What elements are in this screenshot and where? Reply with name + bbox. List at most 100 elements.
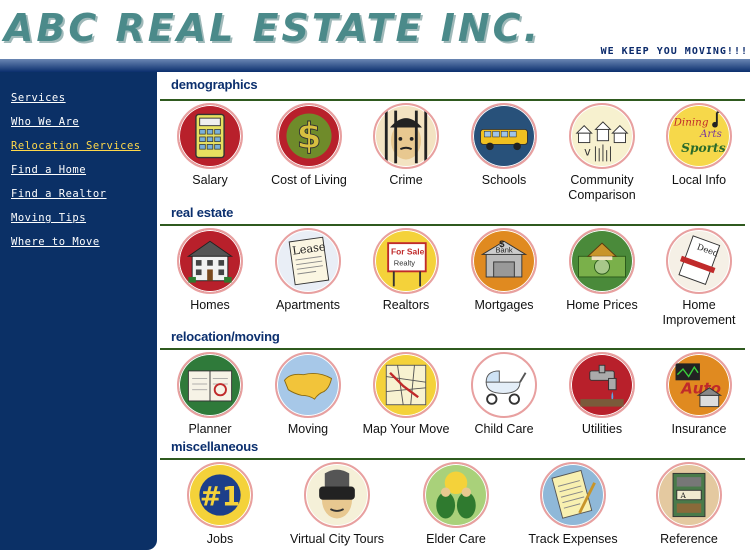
link-reference[interactable]: A Reference bbox=[640, 462, 738, 547]
for-sale-sign-icon: For Sale Realty bbox=[373, 228, 439, 294]
street-map-icon bbox=[373, 352, 439, 418]
link-child-care[interactable]: Child Care bbox=[455, 352, 553, 437]
sidebar-link-who-we-are[interactable]: Who We Are bbox=[11, 116, 80, 128]
arts-sports-icon: Dining Arts Sports bbox=[666, 103, 732, 169]
link-crime[interactable]: Crime bbox=[357, 103, 455, 188]
item-label: Insurance bbox=[671, 422, 727, 436]
link-utilities[interactable]: Utilities bbox=[553, 352, 651, 437]
house-icon bbox=[177, 228, 243, 294]
item-label: Utilities bbox=[581, 422, 623, 436]
item-label: Cost of Living bbox=[271, 173, 347, 187]
sidebar-item-find-a-realtor: Find a Realtor bbox=[0, 182, 157, 206]
sidebar-item-relocation-services: Relocation Services bbox=[0, 134, 157, 158]
link-track-expenses[interactable]: Track Expenses bbox=[524, 462, 622, 547]
sidebar-link-moving-tips[interactable]: Moving Tips bbox=[11, 212, 87, 224]
svg-text:Sports: Sports bbox=[681, 141, 726, 155]
item-label: Schools bbox=[481, 173, 527, 187]
svg-text:Bank: Bank bbox=[496, 246, 513, 255]
sidebar: Services Who We Are Relocation Services … bbox=[0, 72, 157, 550]
section-divider bbox=[160, 458, 745, 460]
svg-text:A: A bbox=[680, 491, 687, 500]
section-title-relocation-moving: relocation/moving bbox=[171, 329, 280, 344]
lease-icon: Lease bbox=[275, 228, 341, 294]
link-community-comparison[interactable]: v Community Comparison bbox=[553, 103, 651, 203]
item-label: Mortgages bbox=[474, 298, 534, 312]
link-apartments[interactable]: Lease Apartments bbox=[259, 228, 357, 313]
usa-map-icon bbox=[275, 352, 341, 418]
item-label: Salary bbox=[192, 173, 228, 187]
sidebar-link-relocation-services[interactable]: Relocation Services bbox=[11, 140, 141, 152]
link-local-info[interactable]: Dining Arts Sports Local Info bbox=[650, 103, 748, 188]
svg-text:For Sale: For Sale bbox=[391, 246, 425, 256]
link-realtors[interactable]: For Sale Realty Realtors bbox=[357, 228, 455, 313]
item-label: Home Improvement bbox=[662, 298, 736, 327]
item-label: Apartments bbox=[276, 298, 340, 312]
planner-icon bbox=[177, 352, 243, 418]
item-label: Local Info bbox=[671, 173, 727, 187]
section-title-demographics: demographics bbox=[171, 77, 258, 92]
link-mortgages[interactable]: Bank $ Mortgages bbox=[455, 228, 553, 313]
link-salary[interactable]: Salary bbox=[161, 103, 259, 188]
item-label: Jobs bbox=[206, 532, 234, 546]
item-label: Crime bbox=[389, 173, 423, 187]
link-home-prices[interactable]: Home Prices bbox=[553, 228, 651, 313]
header: ABC REAL ESTATE INC. WE KEEP YOU MOVING!… bbox=[0, 0, 750, 72]
svg-text:Dining: Dining bbox=[673, 117, 709, 129]
svg-text:Realty: Realty bbox=[394, 259, 416, 268]
school-bus-icon bbox=[471, 103, 537, 169]
bank-icon: Bank $ bbox=[471, 228, 537, 294]
item-label: Track Expenses bbox=[528, 532, 618, 546]
item-label: Home Prices bbox=[566, 298, 638, 312]
sidebar-item-find-a-home: Find a Home bbox=[0, 158, 157, 182]
elders-icon bbox=[423, 462, 489, 528]
section-divider bbox=[160, 348, 745, 350]
site-logo[interactable]: ABC REAL ESTATE INC. bbox=[4, 6, 542, 50]
main-content: demographics Salary $ Cost of Living Cri… bbox=[160, 72, 750, 550]
section-title-real-estate: real estate bbox=[171, 205, 234, 220]
link-homes[interactable]: Homes bbox=[161, 228, 259, 313]
link-jobs[interactable]: #1 Jobs bbox=[171, 462, 269, 547]
svg-text:$: $ bbox=[499, 238, 505, 249]
item-label: Planner bbox=[188, 422, 232, 436]
link-virtual-city-tours[interactable]: Virtual City Tours bbox=[288, 462, 386, 547]
dollar-sign-icon: $ bbox=[276, 103, 342, 169]
deed-icon: Deed bbox=[666, 228, 732, 294]
link-cost-of-living[interactable]: $ Cost of Living bbox=[260, 103, 358, 188]
link-schools[interactable]: Schools bbox=[455, 103, 553, 188]
sidebar-nav: Services Who We Are Relocation Services … bbox=[0, 72, 157, 254]
sidebar-item-services: Services bbox=[0, 86, 157, 110]
faucet-icon bbox=[569, 352, 635, 418]
link-map-your-move[interactable]: Map Your Move bbox=[357, 352, 455, 437]
sidebar-link-services[interactable]: Services bbox=[11, 92, 66, 104]
item-label: Map Your Move bbox=[362, 422, 450, 436]
link-elder-care[interactable]: Elder Care bbox=[407, 462, 505, 547]
tagline: WE KEEP YOU MOVING!!! bbox=[600, 46, 748, 57]
vr-headset-icon bbox=[304, 462, 370, 528]
section-title-miscellaneous: miscellaneous bbox=[171, 439, 258, 454]
sidebar-link-where-to-move[interactable]: Where to Move bbox=[11, 236, 100, 248]
svg-text:Arts: Arts bbox=[699, 128, 722, 140]
section-divider bbox=[160, 224, 745, 226]
link-home-improvement[interactable]: Deed Home Improvement bbox=[650, 228, 748, 328]
item-label: Moving bbox=[287, 422, 329, 436]
prisoner-icon bbox=[373, 103, 439, 169]
item-label: Reference bbox=[660, 532, 718, 546]
notepad-icon bbox=[540, 462, 606, 528]
sidebar-link-find-a-home[interactable]: Find a Home bbox=[11, 164, 87, 176]
link-moving[interactable]: Moving bbox=[259, 352, 357, 437]
sidebar-item-where-to-move: Where to Move bbox=[0, 230, 157, 254]
house-money-icon bbox=[569, 228, 635, 294]
bookshelf-icon: A bbox=[656, 462, 722, 528]
baby-carriage-icon bbox=[471, 352, 537, 418]
number-one-icon: #1 bbox=[187, 462, 253, 528]
item-label: Virtual City Tours bbox=[289, 532, 385, 546]
auto-insurance-icon: Auto bbox=[666, 352, 732, 418]
link-insurance[interactable]: Auto Insurance bbox=[650, 352, 748, 437]
section-divider bbox=[160, 99, 745, 101]
sidebar-link-find-a-realtor[interactable]: Find a Realtor bbox=[11, 188, 107, 200]
link-planner[interactable]: Planner bbox=[161, 352, 259, 437]
header-bar bbox=[0, 59, 750, 72]
item-label: Elder Care bbox=[426, 532, 486, 546]
svg-text:Lease: Lease bbox=[291, 240, 326, 258]
